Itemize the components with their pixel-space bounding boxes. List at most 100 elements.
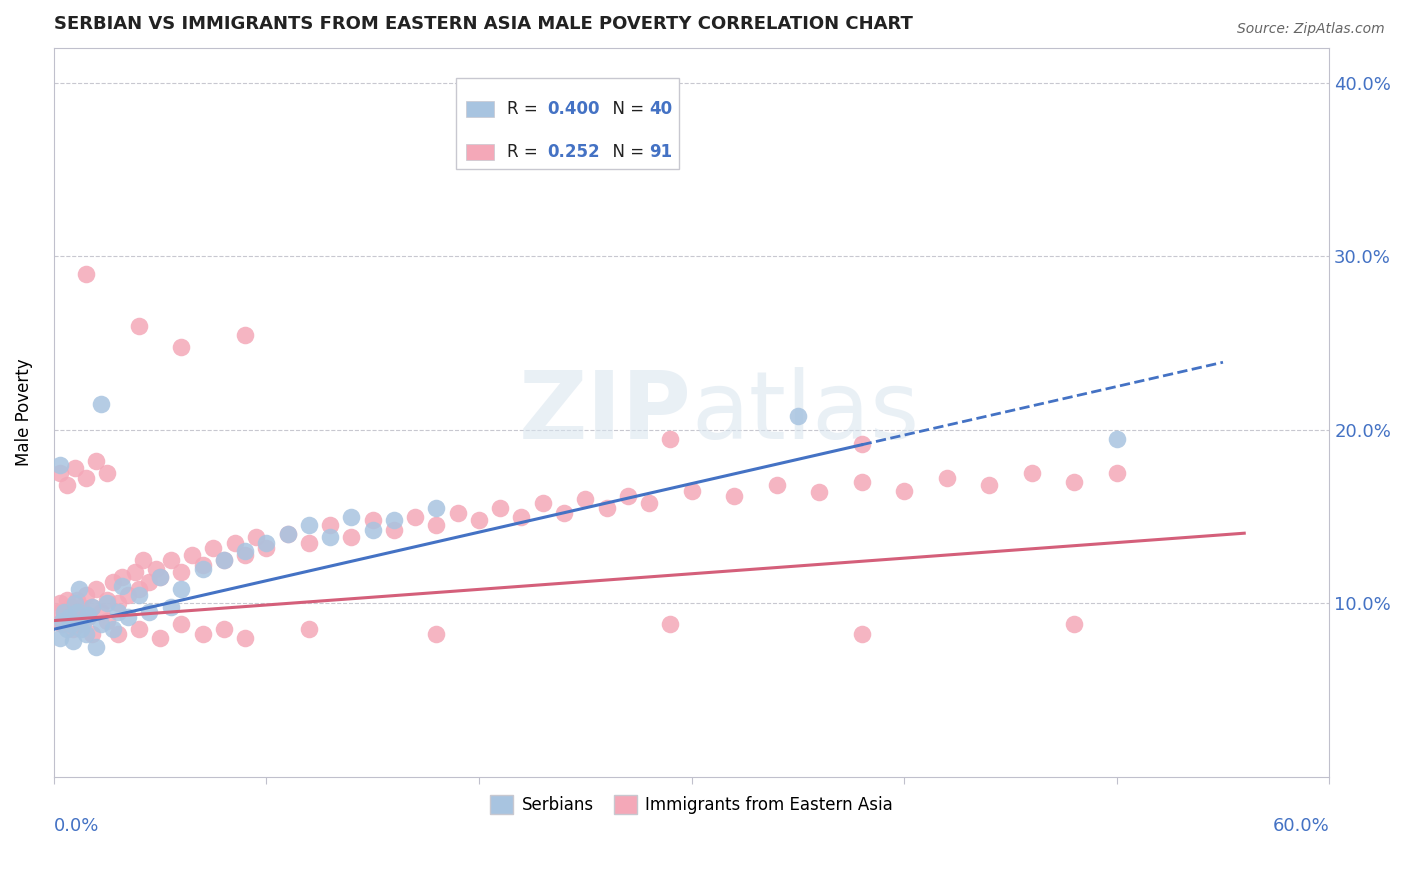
Point — [159, 553, 181, 567]
Point — [53, 605, 76, 619]
Text: atlas: atlas — [692, 367, 920, 458]
Point — [245, 530, 267, 544]
Point — [82, 599, 104, 614]
Point — [489, 500, 512, 515]
Text: ZIP: ZIP — [519, 367, 692, 458]
Text: 60.0%: 60.0% — [1272, 817, 1329, 835]
Point — [103, 622, 125, 636]
Point — [46, 605, 69, 619]
Point — [96, 467, 118, 481]
Point — [319, 518, 342, 533]
Point — [935, 471, 957, 485]
Point — [128, 318, 150, 333]
Point — [75, 588, 97, 602]
Point — [58, 614, 80, 628]
Point — [170, 565, 193, 579]
Text: 0.0%: 0.0% — [53, 817, 100, 835]
Point — [191, 561, 214, 575]
Point — [425, 627, 447, 641]
Text: 91: 91 — [650, 144, 672, 161]
Point — [111, 579, 134, 593]
Point — [63, 605, 86, 619]
Point — [49, 458, 72, 472]
Point — [212, 553, 235, 567]
Y-axis label: Male Poverty: Male Poverty — [15, 359, 32, 467]
Point — [62, 634, 84, 648]
Point — [82, 599, 104, 614]
Point — [75, 627, 97, 641]
Point — [765, 478, 787, 492]
Point — [595, 500, 617, 515]
Point — [233, 327, 256, 342]
Point — [851, 627, 873, 641]
Point — [233, 544, 256, 558]
Point — [659, 432, 682, 446]
Point — [447, 506, 470, 520]
Point — [1105, 467, 1128, 481]
Point — [75, 267, 97, 281]
Point — [159, 599, 181, 614]
Point — [107, 605, 129, 619]
Point — [51, 617, 73, 632]
Point — [361, 524, 384, 538]
Point — [277, 527, 299, 541]
Point — [138, 575, 160, 590]
Point — [70, 599, 93, 614]
Point — [70, 622, 93, 636]
Point — [55, 478, 77, 492]
Point — [808, 485, 831, 500]
Point — [616, 489, 638, 503]
Point — [659, 617, 682, 632]
Point — [49, 467, 72, 481]
FancyBboxPatch shape — [465, 145, 494, 161]
Point — [66, 592, 89, 607]
Point — [224, 535, 246, 549]
Text: R =: R = — [506, 144, 543, 161]
Point — [233, 631, 256, 645]
Point — [553, 506, 575, 520]
Point — [979, 478, 1001, 492]
Point — [51, 614, 73, 628]
Point — [55, 592, 77, 607]
Point — [138, 605, 160, 619]
Point — [191, 558, 214, 573]
Point — [893, 483, 915, 498]
FancyBboxPatch shape — [465, 102, 494, 118]
Point — [90, 605, 112, 619]
Point — [96, 614, 118, 628]
Point — [86, 640, 108, 654]
Point — [425, 500, 447, 515]
Text: N =: N = — [602, 144, 650, 161]
Point — [1063, 617, 1085, 632]
Point — [96, 592, 118, 607]
Point — [107, 627, 129, 641]
Point — [851, 475, 873, 489]
Point — [1063, 475, 1085, 489]
Point — [382, 524, 405, 538]
Point — [90, 397, 112, 411]
Point — [86, 582, 108, 597]
Point — [191, 627, 214, 641]
Point — [202, 541, 225, 555]
Point — [55, 622, 77, 636]
FancyBboxPatch shape — [456, 78, 679, 169]
Point — [298, 622, 321, 636]
Point — [132, 553, 155, 567]
Point — [117, 610, 139, 624]
Text: 0.252: 0.252 — [547, 144, 600, 161]
Point — [319, 530, 342, 544]
Point — [254, 535, 277, 549]
Point — [574, 492, 596, 507]
Point — [170, 340, 193, 354]
Point — [340, 509, 363, 524]
Point — [62, 622, 84, 636]
Point — [90, 617, 112, 632]
Point — [531, 496, 554, 510]
Point — [298, 518, 321, 533]
Point — [59, 617, 82, 632]
Point — [63, 596, 86, 610]
Point — [82, 627, 104, 641]
Point — [382, 513, 405, 527]
Legend: Serbians, Immigrants from Eastern Asia: Serbians, Immigrants from Eastern Asia — [484, 789, 900, 821]
Point — [723, 489, 745, 503]
